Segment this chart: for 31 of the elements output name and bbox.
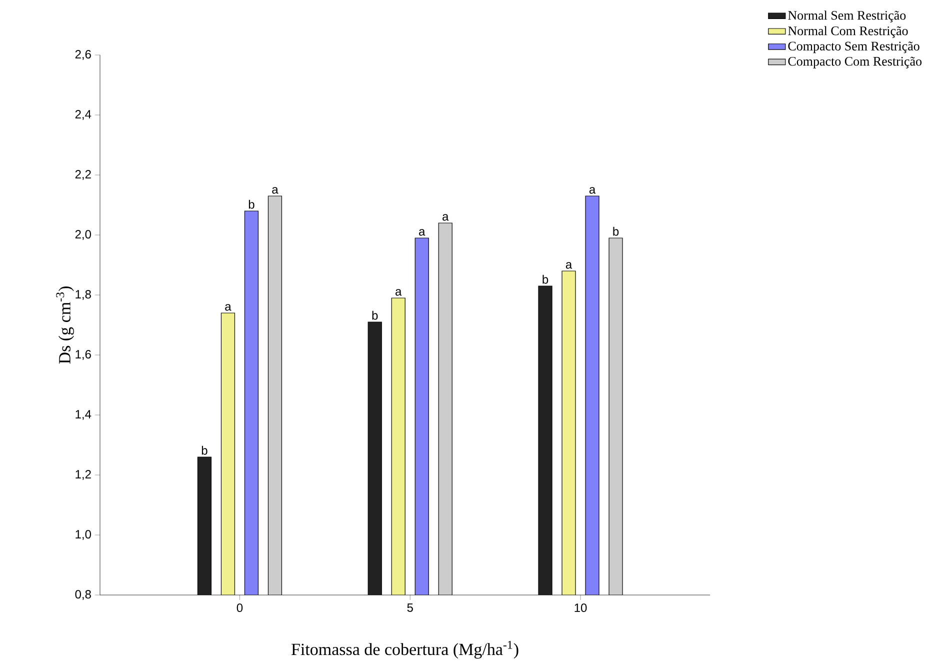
data-label: a [396,289,402,296]
y-tick-label: 1,0 [76,530,92,540]
data-label: b [542,274,548,284]
x-tick-label: 5 [407,604,413,612]
y-tick-label: 1,2 [76,470,91,480]
data-label: a [566,262,572,269]
y-axis-title: Ds (g cm$^{-3}$) [56,286,74,364]
data-label: b [202,446,208,455]
data-label: b [613,226,619,236]
y-tick-label: 2,6 [75,50,91,60]
data-label: a [419,229,426,236]
data-label: b [248,200,254,209]
x-axis-title: Fitomassa de cobertura (Mg/ha$^{-1}$) [291,640,518,659]
data-label: a [589,187,596,194]
y-tick-label: 1,8 [76,290,91,300]
y-tick-label: 1,6 [76,350,91,360]
data-label: a [272,187,278,194]
y-tick-label: 2,0 [75,230,92,240]
legend-label: Compacto Com Restrição [788,56,922,68]
legend-label: Normal Sem Restrição [788,10,906,22]
y-tick-label: 2,2 [75,170,91,180]
legend-label: Normal Com Restrição [788,26,908,38]
data-label: b [372,310,378,320]
x-tick-label: 10 [574,604,587,612]
data-label: a [442,214,449,221]
y-tick-label: 1,4 [76,410,92,420]
x-tick-label: 0 [236,604,243,612]
y-tick-label: 0,8 [75,590,91,600]
y-tick-label: 2,4 [75,110,92,120]
legend-label: Compacto Sem Restrição [788,42,920,54]
data-label: a [225,304,232,311]
